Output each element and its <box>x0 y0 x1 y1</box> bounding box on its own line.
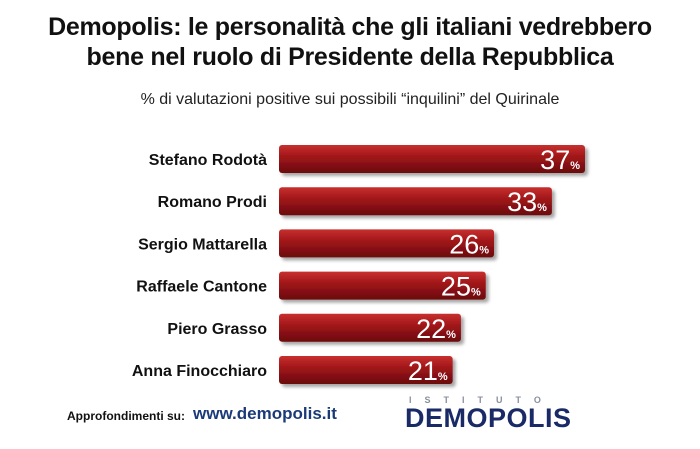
category-label: Anna Finocchiaro <box>132 363 267 380</box>
bar <box>279 229 495 258</box>
demopolis-logo: ISTITUTO DEMOPOLIS <box>405 395 615 435</box>
logo-top-text: ISTITUTO <box>409 395 554 405</box>
bar <box>279 356 453 384</box>
category-label: Raffaele Cantone <box>136 279 267 296</box>
value-label: 25% <box>441 272 481 302</box>
value-label: 26% <box>449 229 489 259</box>
category-label: Piero Grasso <box>167 321 267 338</box>
value-label: 22% <box>416 314 456 344</box>
footer-label: Approfondimenti su: <box>67 409 185 423</box>
title-line-2: bene nel ruolo di Presidente della Repub… <box>86 43 614 71</box>
category-label: Stefano Rodotà <box>149 152 267 169</box>
category-label: Sergio Mattarella <box>138 236 267 253</box>
logo-main-text: DEMOPOLIS <box>405 403 572 433</box>
chart-subtitle: % di valutazioni positive sui possibili … <box>140 91 560 108</box>
bar <box>279 187 552 216</box>
title-line-1: Demopolis: le personalità che gli italia… <box>48 13 652 41</box>
website-link[interactable]: www.demopolis.it <box>193 404 337 423</box>
value-label: 33% <box>507 187 547 217</box>
chart-title: Demopolis: le personalità che gli italia… <box>0 12 700 72</box>
bar <box>279 145 585 173</box>
value-label: 21% <box>408 356 448 386</box>
value-label: 37% <box>540 145 580 175</box>
category-label: Romano Prodi <box>158 194 267 211</box>
bar <box>279 313 461 342</box>
bar <box>279 271 486 300</box>
